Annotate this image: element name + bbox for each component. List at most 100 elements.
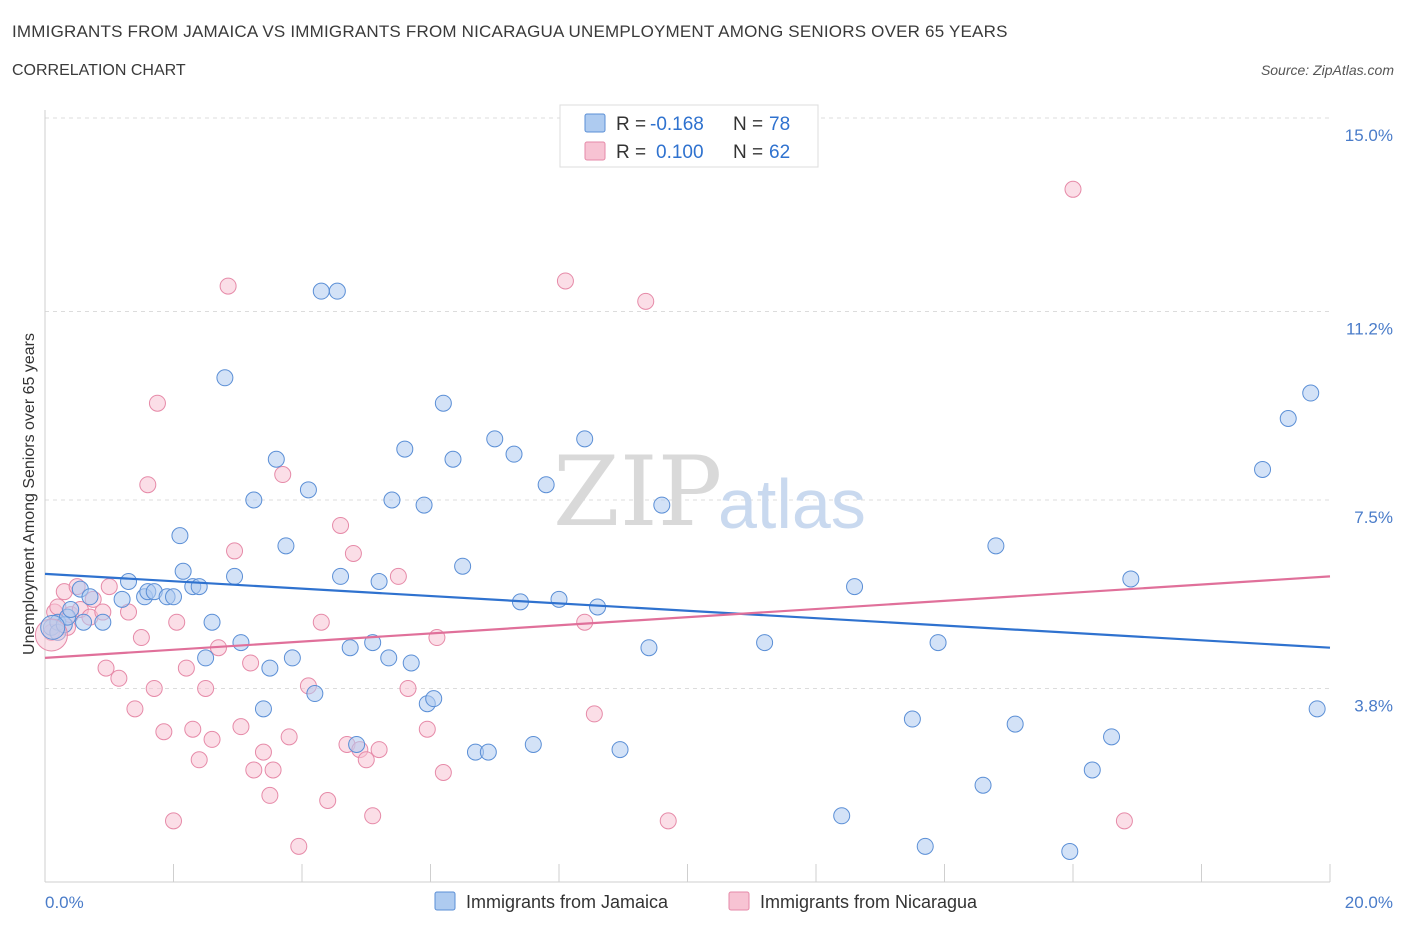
series-legend-swatch-jamaica [434,891,456,911]
jamaica-point-41 [380,649,398,667]
nicaragua-point-20 [155,723,173,741]
jamaica-point-58 [550,590,568,608]
nicaragua-point-37 [274,466,292,484]
nicaragua-point-43 [332,516,350,534]
jamaica-point-61 [611,741,629,759]
legend-n-label-nicaragua: N = [733,142,763,163]
y-tick-label-0: 3.8% [1354,696,1393,715]
jamaica-point-43 [396,440,414,458]
jamaica-point-31 [283,649,301,667]
nicaragua-point-19 [148,394,166,412]
nicaragua-point-50 [389,567,407,585]
jamaica-point-30 [277,537,295,555]
nicaragua-point-32 [242,654,260,672]
nicaragua-point-13 [110,669,128,687]
jamaica-point-56 [524,735,542,753]
watermark-atlas: atlas [718,465,866,543]
nicaragua-point-29 [219,277,237,295]
nicaragua-point-48 [364,807,382,825]
jamaica-point-20 [190,578,208,596]
jamaica-point-32 [299,481,317,499]
jamaica-point-22 [203,613,221,631]
nicaragua-point-36 [264,761,282,779]
nicaragua-point-12 [100,578,118,596]
jamaica-point-77 [1254,460,1272,478]
jamaica-point-35 [332,567,350,585]
y-axis-label: Unemployment Among Seniors over 65 years [21,333,38,655]
jamaica-point-7 [75,613,93,631]
nicaragua-point-26 [197,679,215,697]
jamaica-point-59 [576,430,594,448]
series-legend-swatch-nicaragua [728,891,750,911]
jamaica-point-27 [254,700,272,718]
nicaragua-point-34 [254,743,272,761]
legend-n-value-jamaica: 78 [769,114,790,135]
jamaica-point-70 [974,776,992,794]
trend-line-jamaica [44,572,1331,649]
jamaica-point-72 [1006,715,1024,733]
jamaica-point-68 [916,837,934,855]
jamaica-point-50 [454,557,472,575]
nicaragua-point-11 [97,659,115,677]
jamaica-point-52 [479,743,497,761]
jamaica-point-24 [226,567,244,585]
jamaica-point-25 [232,634,250,652]
cluster-point-jamaica [40,614,66,640]
jamaica-point-23 [216,369,234,387]
nicaragua-point-17 [139,476,157,494]
nicaragua-point-42 [319,792,337,810]
jamaica-point-80 [1308,700,1326,718]
jamaica-point-34 [312,282,330,300]
nicaragua-point-57 [585,705,603,723]
nicaragua-point-60 [1064,180,1082,198]
nicaragua-point-18 [145,679,163,697]
nicaragua-point-35 [261,786,279,804]
jamaica-point-73 [1061,842,1079,860]
jamaica-point-54 [505,445,523,463]
nicaragua-point-39 [290,837,308,855]
jamaica-point-66 [846,578,864,596]
nicaragua-point-38 [280,728,298,746]
jamaica-point-9 [94,613,112,631]
legend-r-label-jamaica: R = [616,114,646,135]
legend-n-label-jamaica: N = [733,114,763,135]
jamaica-point-39 [364,634,382,652]
trend-lines [44,572,1331,659]
nicaragua-point-21 [165,812,182,830]
legend-swatch-jamaica [584,113,606,133]
jamaica-point-49 [444,450,462,468]
jamaica-point-64 [756,634,774,652]
nicaragua-point-59 [659,812,677,830]
jamaica-point-67 [903,710,921,728]
jamaica-point-16 [165,588,182,606]
jamaica-point-45 [415,496,433,514]
jamaica-point-40 [370,572,388,590]
legend-n-value-nicaragua: 62 [769,142,790,163]
jamaica-point-47 [425,690,443,708]
jamaica-point-42 [383,491,401,509]
jamaica-point-37 [341,639,359,657]
legend-r-value-nicaragua: 0.100 [656,142,704,163]
jamaica-point-69 [929,634,947,652]
legend-r-value-jamaica: -0.168 [650,114,704,135]
jamaica-point-17 [171,527,189,545]
y-tick-label-1: 7.5% [1354,508,1393,527]
y-tick-labels: 3.8% 7.5% 11.2% 15.0% [1345,126,1393,715]
watermark: ZIP atlas [553,436,866,548]
jamaica-point-28 [261,659,279,677]
nicaragua-point-31 [232,718,250,736]
nicaragua-point-45 [344,544,362,562]
jamaica-point-76 [1122,570,1140,588]
nicaragua-point-52 [418,720,436,738]
jamaica-point-44 [402,654,420,672]
jamaica-point-53 [486,430,504,448]
jamaica-point-78 [1279,410,1297,428]
jamaica-point-10 [113,590,131,608]
jamaica-point-29 [267,450,285,468]
nicaragua-point-30 [226,542,244,560]
series-legend: Immigrants from Jamaica Immigrants from … [434,891,978,912]
chart-title: IMMIGRANTS FROM JAMAICA VS IMMIGRANTS FR… [12,22,1008,41]
nicaragua-point-61 [1115,812,1133,830]
jamaica-point-48 [434,394,452,412]
jamaica-point-79 [1302,384,1320,402]
